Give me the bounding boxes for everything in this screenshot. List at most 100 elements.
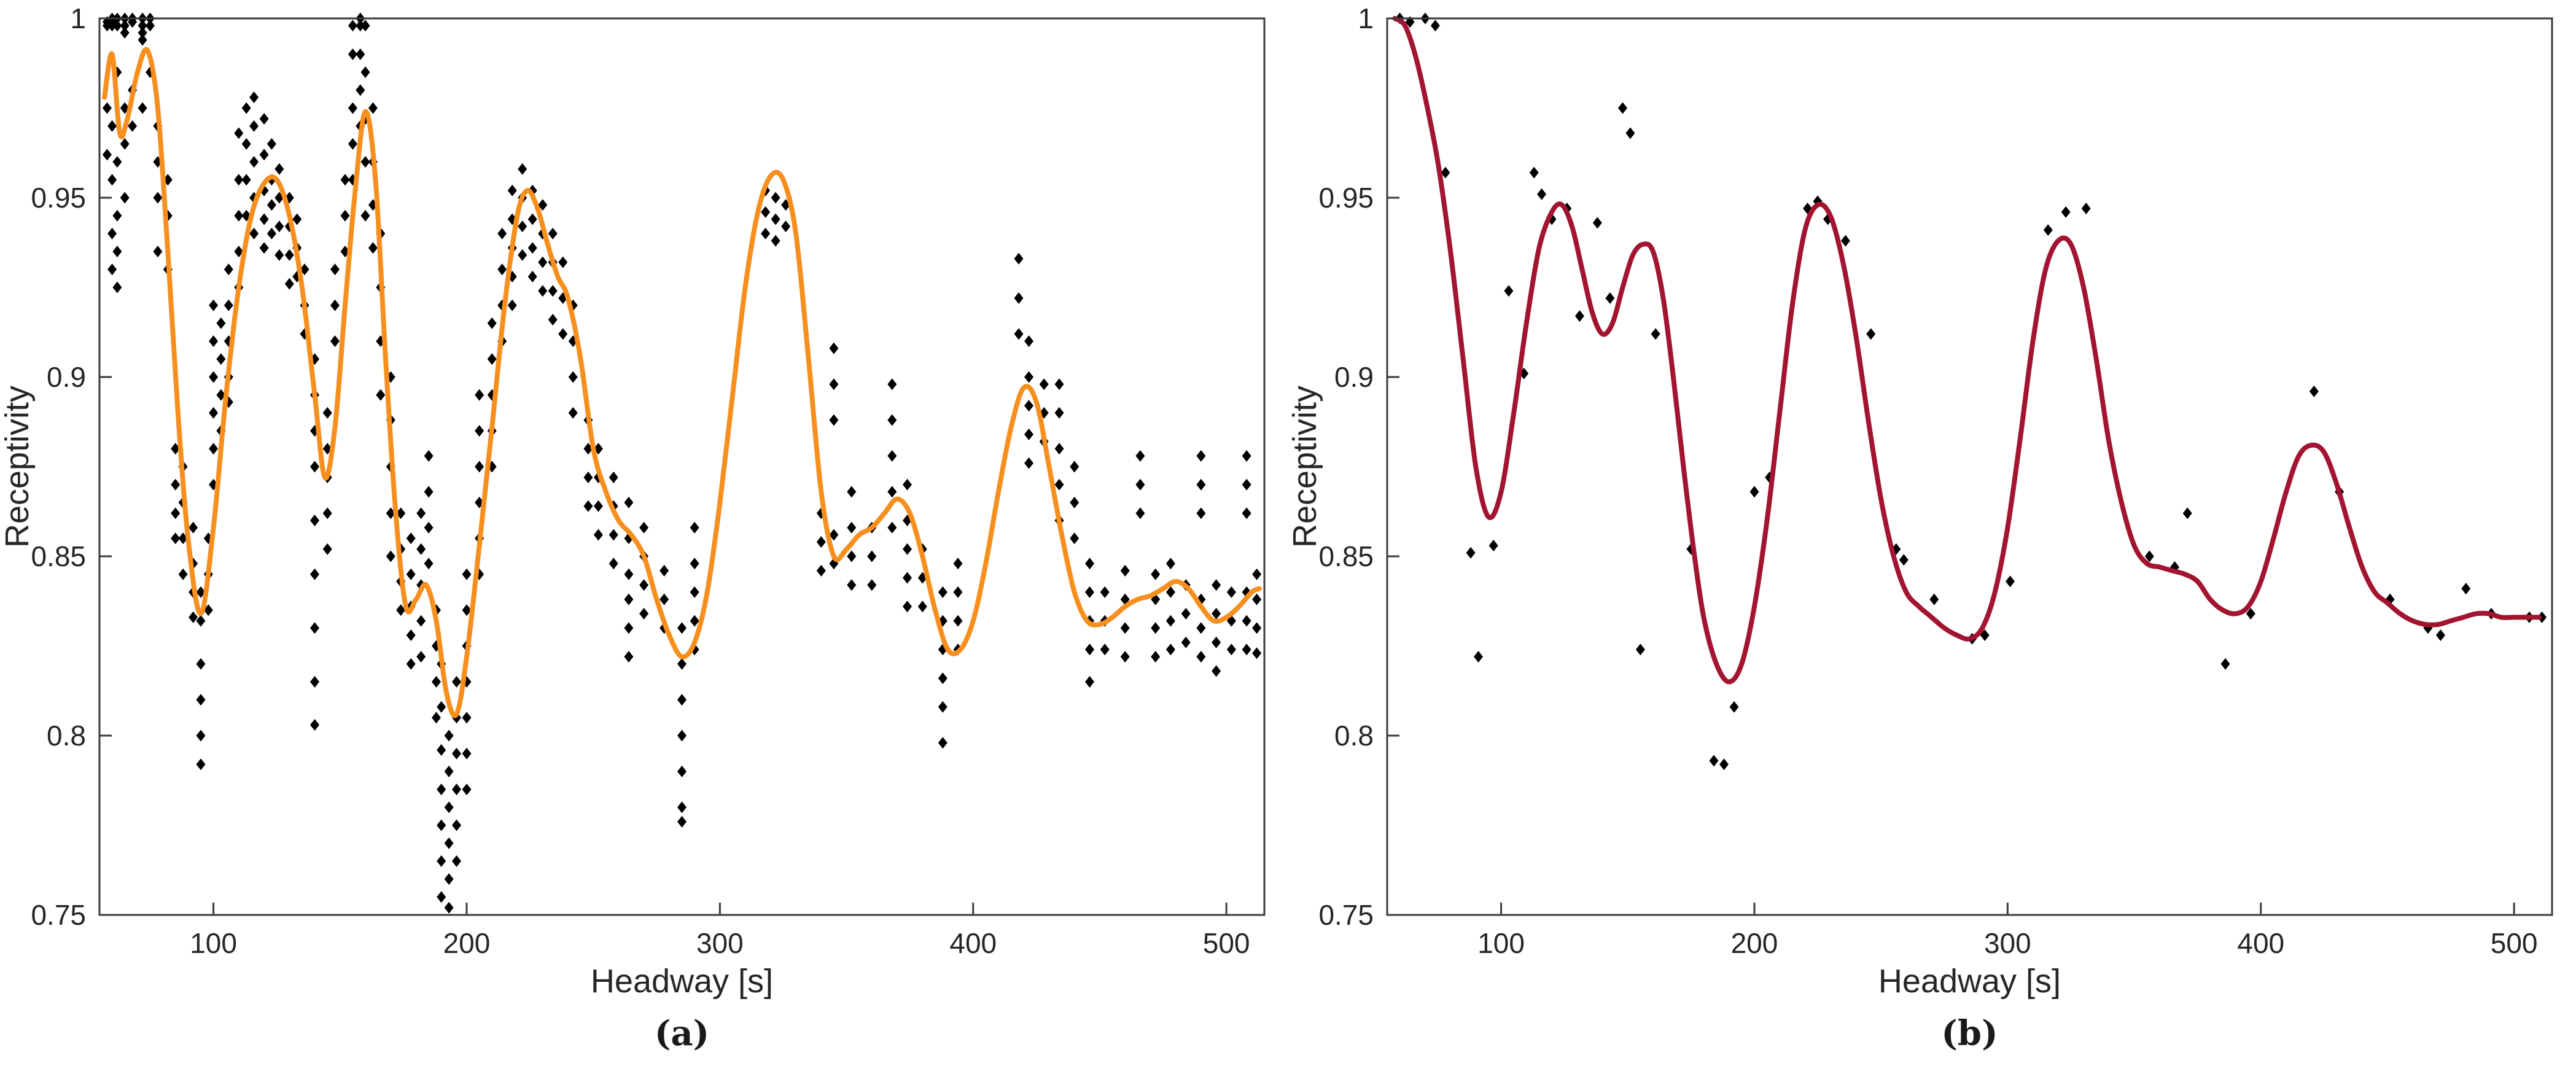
scatter-point	[437, 744, 446, 756]
scatter-point	[424, 558, 434, 570]
scatter-point	[816, 536, 826, 548]
scatter-point	[1196, 478, 1206, 491]
scatter-point	[107, 20, 117, 32]
plot-box	[98, 17, 1266, 916]
scatter-point	[368, 242, 378, 254]
scatter-point	[102, 102, 112, 114]
scatter-point	[829, 414, 839, 426]
scatter-point	[1252, 568, 1262, 580]
panel-a: 100 200 300 400 500 0.75 0.8 0.85 0.9 0.95 1 Headwa…	[0, 5, 1288, 1054]
x-tick-label: 400	[2237, 927, 2284, 959]
scatter-point	[1441, 166, 1450, 179]
scatter-point	[416, 651, 426, 663]
scatter-point	[1024, 457, 1033, 469]
scatter-point	[322, 507, 332, 519]
two-panel-figure: 100 200 300 400 500 0.75 0.8 0.85 0.9 0.95 1 Headwa…	[0, 5, 2553, 1054]
scatter-point	[1024, 428, 1033, 440]
scatter-point	[938, 701, 948, 713]
scatter-point	[452, 784, 461, 796]
scatter-point	[867, 550, 877, 562]
scatter-point	[887, 521, 897, 534]
scatter-point	[462, 604, 472, 616]
scatter-point	[1070, 496, 1080, 508]
scatter-point	[1651, 328, 1660, 340]
scatter-point	[677, 694, 687, 706]
scatter-point	[677, 801, 687, 814]
scatter-point	[386, 507, 395, 519]
scatter-point	[196, 658, 206, 670]
scatter-point	[624, 496, 634, 508]
scatter-point	[310, 675, 319, 688]
scatter-point	[558, 256, 568, 268]
scatter-point	[1242, 478, 1251, 491]
scatter-point	[887, 486, 897, 498]
scatter-point	[241, 138, 251, 150]
scatter-point	[1823, 213, 1833, 225]
scatter-point	[624, 568, 634, 580]
scatter-point	[903, 572, 912, 584]
panel-a-chart: 100 200 300 400 500 0.75 0.8 0.85 0.9 0.95 1 Headwa…	[0, 5, 1266, 1000]
scatter-point	[527, 242, 537, 254]
scatter-point	[1135, 478, 1145, 491]
scatter-point	[196, 729, 206, 742]
scatter-point	[690, 521, 699, 534]
scatter-point	[274, 249, 284, 261]
scatter-point	[2061, 206, 2071, 218]
scatter-point	[1635, 644, 1645, 656]
scatter-point	[2246, 607, 2255, 620]
scatter-point	[660, 564, 669, 577]
scatter-point	[437, 819, 446, 831]
x-tick-label: 200	[443, 927, 491, 959]
scatter-point	[249, 156, 259, 168]
scatter-point	[310, 461, 319, 473]
scatter-point	[1252, 622, 1262, 634]
scatter-point	[2182, 507, 2192, 519]
scatter-point	[1085, 558, 1094, 570]
scatter-point	[416, 615, 426, 627]
scatter-point	[102, 149, 112, 161]
scatter-point	[452, 675, 461, 688]
scatter-point	[771, 192, 780, 204]
scatter-point	[639, 607, 649, 620]
scatter-point	[548, 285, 558, 297]
scatter-point	[771, 235, 780, 247]
scatter-point	[624, 651, 634, 663]
y-axis-label: Receptivity	[0, 386, 36, 548]
scatter-point	[274, 163, 284, 175]
scatter-point	[1719, 758, 1729, 771]
scatter-point	[1212, 665, 1221, 677]
scatter-point	[1135, 507, 1145, 519]
scatter-point	[2220, 658, 2230, 670]
scatter-point	[178, 568, 188, 580]
scatter-point	[847, 486, 857, 498]
scatter-point	[340, 174, 350, 186]
scatter-point	[538, 285, 548, 297]
scatter-point	[216, 317, 226, 329]
scatter-point	[2006, 575, 2015, 588]
scatter-point	[249, 227, 259, 239]
scatter-point	[209, 371, 219, 383]
scatter-point	[2309, 385, 2319, 397]
x-tick-label: 200	[1731, 927, 1778, 959]
scatter-point	[548, 314, 558, 326]
scatter-point	[609, 558, 618, 570]
scatter-point	[1120, 564, 1130, 577]
y-tick-label: 0.75	[31, 899, 86, 931]
scatter-point	[416, 543, 426, 555]
scatter-point	[267, 199, 276, 211]
scatter-point	[284, 249, 294, 261]
scatter-point	[224, 299, 233, 311]
scatter-point	[1014, 292, 1024, 304]
scatter-point	[917, 601, 927, 613]
scatter-point	[1165, 558, 1175, 570]
scatter-point	[593, 529, 603, 541]
scatter-point	[310, 568, 319, 580]
scatter-point	[444, 901, 454, 914]
scatter-point	[847, 521, 857, 534]
scatter-point	[209, 335, 219, 348]
x-axis-label: Headway [s]	[1878, 963, 2061, 1000]
x-tick-label: 400	[949, 927, 997, 959]
scatter-point	[1085, 644, 1094, 656]
scatter-point	[1537, 188, 1547, 200]
scatter-point	[548, 227, 558, 239]
